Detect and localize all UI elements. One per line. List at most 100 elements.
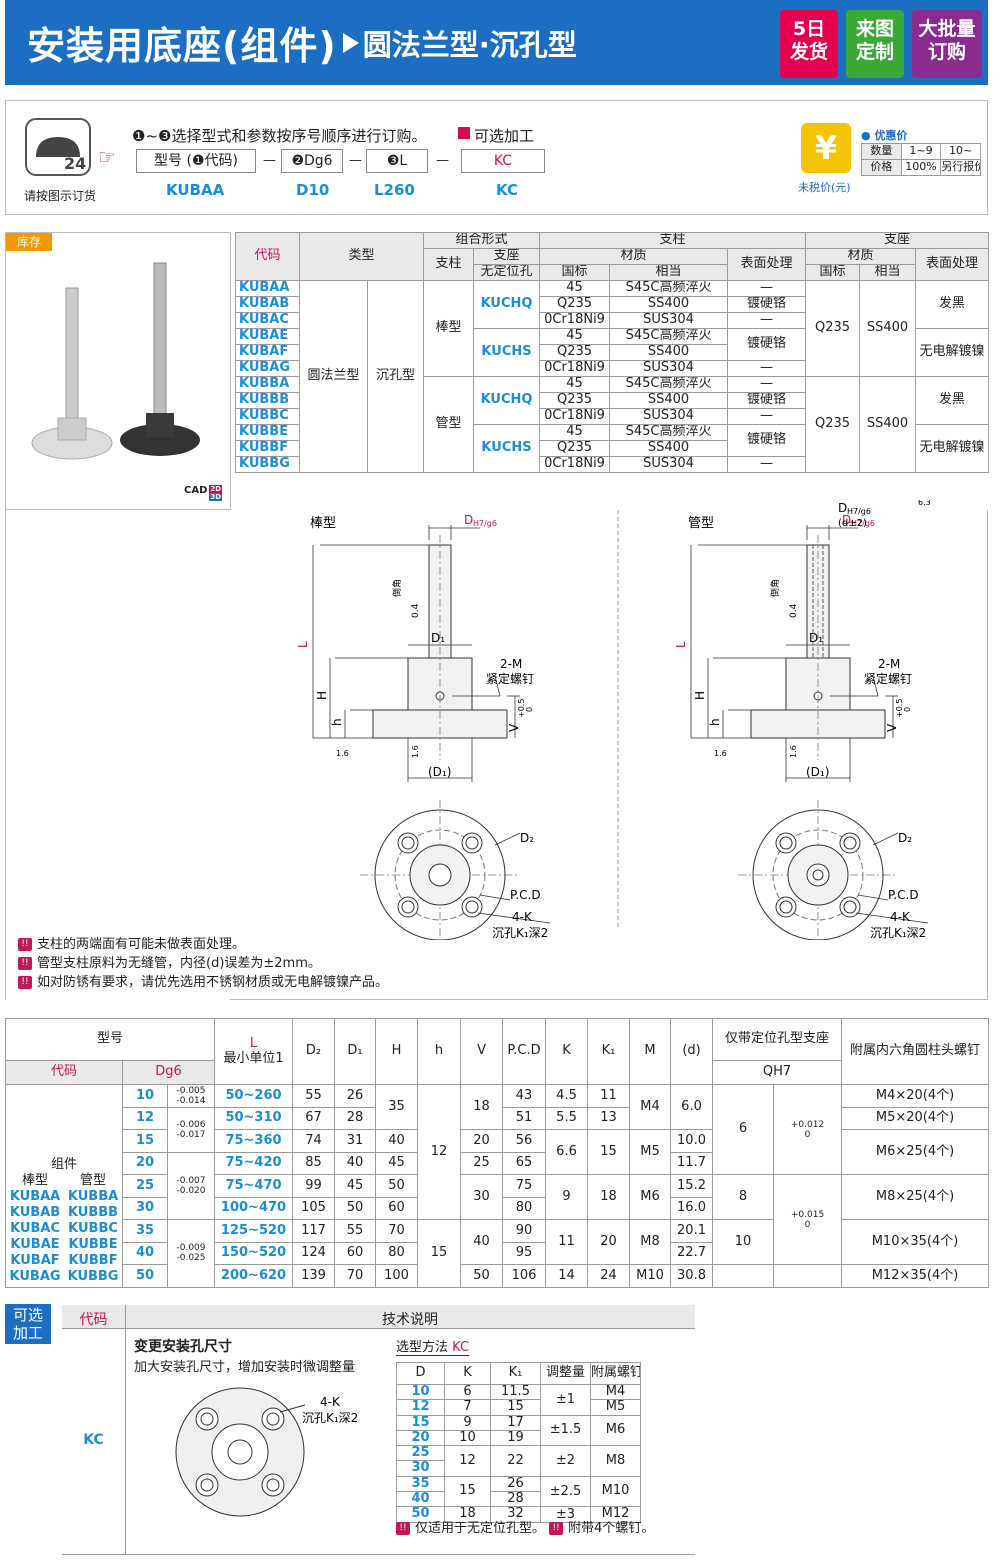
- option-col-line: [125, 1305, 126, 1555]
- hole: [843, 836, 857, 850]
- d: 50: [122, 1264, 168, 1288]
- header-cell: 类型: [298, 232, 425, 281]
- code: KUBAA: [9, 1188, 61, 1204]
- d: 35: [396, 1475, 445, 1493]
- note-icon: !!: [18, 976, 32, 989]
- example-code: KUBAA: [166, 181, 225, 199]
- hand-icon: ☞: [98, 145, 116, 169]
- code: KUBAB: [235, 296, 300, 313]
- field: KC: [461, 149, 545, 173]
- header-cell: H: [375, 1018, 419, 1085]
- header-cell: K₁: [587, 1018, 631, 1085]
- surface: 镀硬铬: [727, 392, 807, 409]
- code-pair: KUBAC KUBBC: [7, 1221, 122, 1237]
- header-cell: 代码: [235, 232, 300, 281]
- d: 12: [396, 1399, 445, 1416]
- pcd: 106: [502, 1264, 547, 1288]
- stock-label: 库存: [6, 233, 52, 251]
- label: (D₁): [806, 765, 829, 779]
- equivalent: SS400: [609, 344, 729, 361]
- code: KUBAE: [235, 328, 300, 345]
- screw: M8: [590, 1445, 641, 1477]
- spec-row: KUBAA 圆法兰型 沉孔型 棒型 KUCHQ 45 S45C高频淬火 — Q235 SS400 发…: [235, 280, 990, 473]
- method-text: 选型方法: [396, 1340, 449, 1355]
- equivalent: S45C高频淬火: [609, 328, 729, 345]
- label: (D₁): [428, 765, 451, 779]
- model-stub: 组件 棒型 管型 KUBAA KUBBA KUBAB KUBBB KUBAC KUBBC KUBA…: [5, 1084, 123, 1288]
- dim-row: 40 150~520 124 60 80 95 22.7: [6, 1241, 989, 1265]
- equivalent: SUS304: [609, 456, 729, 473]
- header-cell: D: [396, 1362, 445, 1385]
- label: 2-M: [878, 657, 900, 671]
- header-cell: D₁: [334, 1018, 377, 1085]
- dash: —: [349, 153, 362, 168]
- option-label: 可选加工: [5, 1304, 51, 1344]
- code-pair: KUBAB KUBBB: [7, 1204, 122, 1221]
- header-cell: V: [460, 1018, 504, 1085]
- pcd: 43: [502, 1084, 547, 1108]
- m: M6: [629, 1174, 672, 1220]
- option-row: 20 10 19: [396, 1429, 641, 1447]
- adjust: ±1: [540, 1384, 591, 1416]
- dash: —: [263, 153, 276, 168]
- pcd: 65: [502, 1151, 547, 1175]
- header-cell: 支座: [473, 248, 541, 265]
- h-cap: 70: [375, 1219, 419, 1243]
- material: 0Cr18Ni9: [539, 456, 611, 473]
- m: M8: [629, 1219, 672, 1265]
- d-inner: 6.0: [670, 1084, 714, 1130]
- code: KUBBG: [67, 1268, 119, 1284]
- option-row: 40 28: [396, 1491, 641, 1508]
- rod-dark: [153, 262, 167, 434]
- label: H: [693, 691, 707, 700]
- option-desc-header: 技术说明: [382, 1312, 438, 1328]
- k1: 32: [490, 1506, 541, 1523]
- hole: [779, 836, 793, 850]
- dim-line: [855, 912, 929, 924]
- frame-line: [5, 510, 6, 1000]
- spec-table: 代码 类型 组合形式 支柱 支座 支柱 支座 材质 表面处理 材质 表面处理 无定位孔 国标 相当 国标 相当…: [235, 232, 990, 473]
- d: 50: [396, 1506, 445, 1523]
- h-cap: 60: [375, 1196, 419, 1220]
- label: D: [464, 513, 473, 527]
- code: KUBBB: [67, 1204, 119, 1220]
- header-cell: 国标: [805, 264, 861, 281]
- header-cell: 相当: [859, 264, 917, 281]
- notes: !! 支柱的两端面有可能未做表面处理。 !! 管型支柱原料为无缝管，内径(d)误差为…: [18, 935, 388, 992]
- code: KUBBC: [235, 408, 300, 425]
- product-photo: [31, 262, 200, 460]
- label: 沉孔K₁深2: [870, 926, 926, 940]
- tol-upper: +0.015: [790, 1209, 825, 1220]
- hole: [779, 900, 793, 914]
- v: 18: [460, 1084, 504, 1130]
- d1: 28: [334, 1106, 377, 1130]
- k1: 18: [587, 1174, 631, 1220]
- note-icon: !!: [18, 957, 32, 970]
- dim-line: [872, 832, 899, 846]
- d-inner: 11.7: [670, 1151, 714, 1175]
- field: 型号 (❶代码): [136, 149, 256, 173]
- label: 0: [525, 707, 534, 712]
- type: 圆法兰型: [299, 280, 368, 473]
- note-text: 支柱的两端面有可能未做表面处理。: [37, 937, 246, 952]
- header-cell: 调整量: [540, 1362, 591, 1385]
- header-cell: 仅带定位孔型支座: [712, 1018, 843, 1061]
- method-code: KC: [452, 1340, 470, 1355]
- dim-row: 12 -0.006 -0.017 50~310 67 28 51 5.5 13 M5×20(4个): [6, 1106, 990, 1153]
- k1: 15: [490, 1399, 541, 1416]
- type: 沉孔型: [366, 280, 425, 473]
- icon-text: 24: [64, 154, 86, 173]
- cad-2d: 2D: [209, 485, 223, 493]
- hole: [397, 832, 419, 854]
- tol-lower: -0.017: [176, 1129, 206, 1140]
- l-range: 100~470: [214, 1196, 294, 1220]
- d1: 55: [334, 1219, 377, 1243]
- dim-line: [494, 675, 501, 697]
- pcd-circle: [772, 829, 864, 921]
- v: 20: [460, 1129, 504, 1153]
- equivalent: SUS304: [609, 360, 729, 377]
- d1: 31: [334, 1129, 377, 1153]
- header-cell: K: [444, 1362, 491, 1385]
- k: 5.5: [545, 1106, 589, 1130]
